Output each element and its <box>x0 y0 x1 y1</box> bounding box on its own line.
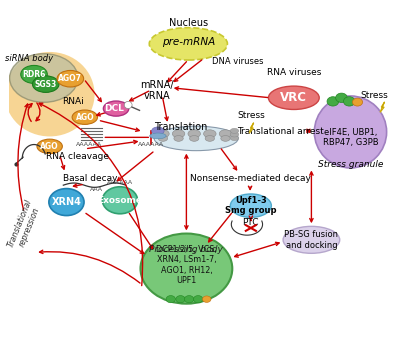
Ellipse shape <box>194 296 203 303</box>
Text: PB-SG fusion
and docking: PB-SG fusion and docking <box>284 230 338 249</box>
Ellipse shape <box>150 133 166 139</box>
Ellipse shape <box>221 135 230 141</box>
Ellipse shape <box>327 97 339 106</box>
Ellipse shape <box>283 226 340 253</box>
Ellipse shape <box>57 70 84 87</box>
Ellipse shape <box>154 126 238 151</box>
Ellipse shape <box>230 132 239 137</box>
Text: Nucleus: Nucleus <box>169 18 208 28</box>
Ellipse shape <box>21 65 47 83</box>
Ellipse shape <box>352 98 362 106</box>
Ellipse shape <box>10 54 78 102</box>
Ellipse shape <box>172 130 185 138</box>
Ellipse shape <box>174 135 183 141</box>
Ellipse shape <box>188 130 200 138</box>
Text: Translational arrest: Translational arrest <box>237 127 324 136</box>
Ellipse shape <box>5 52 94 136</box>
Text: AAAAAA: AAAAAA <box>76 142 102 147</box>
Ellipse shape <box>268 86 319 109</box>
Ellipse shape <box>37 139 62 153</box>
Ellipse shape <box>204 130 216 138</box>
Ellipse shape <box>166 296 176 303</box>
Text: Translation: Translation <box>154 122 207 131</box>
Ellipse shape <box>158 135 168 141</box>
Text: AGO7: AGO7 <box>58 74 82 83</box>
Text: mRNA/
vRNA: mRNA/ vRNA <box>140 80 174 101</box>
Text: DCL: DCL <box>104 104 124 113</box>
Text: Stress: Stress <box>237 111 265 120</box>
Text: eIF4E, UBP1,
RBP47, G3PB: eIF4E, UBP1, RBP47, G3PB <box>323 128 378 147</box>
Ellipse shape <box>72 110 98 125</box>
Ellipse shape <box>219 130 232 138</box>
Text: RNA cleavage: RNA cleavage <box>46 152 108 161</box>
Ellipse shape <box>157 130 169 138</box>
Text: Translational
repression: Translational repression <box>6 198 44 253</box>
Circle shape <box>124 101 132 109</box>
Text: XRN4: XRN4 <box>52 197 81 207</box>
Text: Upf1-3
Smg group: Upf1-3 Smg group <box>225 196 277 216</box>
Ellipse shape <box>202 296 211 303</box>
Text: VRC: VRC <box>280 91 307 104</box>
Ellipse shape <box>314 96 387 168</box>
Text: DCP1/2/5, VCS,
XRN4, LSm1-7,
AGO1, RH12,
UPF1: DCP1/2/5, VCS, XRN4, LSm1-7, AGO1, RH12,… <box>156 245 217 285</box>
Text: Basal decay: Basal decay <box>64 174 118 183</box>
Ellipse shape <box>152 127 164 135</box>
Ellipse shape <box>102 187 138 214</box>
Ellipse shape <box>230 135 239 140</box>
Polygon shape <box>380 102 384 112</box>
Text: AGO: AGO <box>76 113 94 122</box>
Text: Stress: Stress <box>360 91 388 100</box>
Ellipse shape <box>184 296 194 303</box>
Ellipse shape <box>336 93 347 103</box>
Ellipse shape <box>49 188 84 216</box>
Text: RNAi: RNAi <box>62 97 84 106</box>
Text: AAAAAA: AAAAAA <box>107 180 133 185</box>
Ellipse shape <box>230 194 271 217</box>
Ellipse shape <box>103 101 129 116</box>
Ellipse shape <box>190 135 199 141</box>
Ellipse shape <box>205 135 214 141</box>
Text: AGO: AGO <box>40 142 59 151</box>
Ellipse shape <box>149 28 228 60</box>
Text: PTC: PTC <box>243 218 259 227</box>
Text: Exosome: Exosome <box>98 196 142 205</box>
Ellipse shape <box>176 296 185 303</box>
Text: Processing body: Processing body <box>150 245 223 255</box>
Text: siRNA body: siRNA body <box>5 54 53 63</box>
Text: AAAAAA: AAAAAA <box>138 142 164 147</box>
Text: SGS3: SGS3 <box>35 80 57 88</box>
Text: DNA viruses: DNA viruses <box>212 57 263 66</box>
Ellipse shape <box>344 97 355 106</box>
Text: RDR6: RDR6 <box>22 70 46 79</box>
Ellipse shape <box>32 76 59 92</box>
Text: RNA viruses: RNA viruses <box>267 68 321 77</box>
Ellipse shape <box>140 234 232 304</box>
Text: AAA: AAA <box>90 187 103 192</box>
Text: Stress granule: Stress granule <box>318 160 383 169</box>
Text: Nonsense-mediated decay: Nonsense-mediated decay <box>190 174 310 183</box>
Polygon shape <box>249 123 254 133</box>
Text: pre-mRNA: pre-mRNA <box>162 38 215 47</box>
Ellipse shape <box>230 129 239 134</box>
